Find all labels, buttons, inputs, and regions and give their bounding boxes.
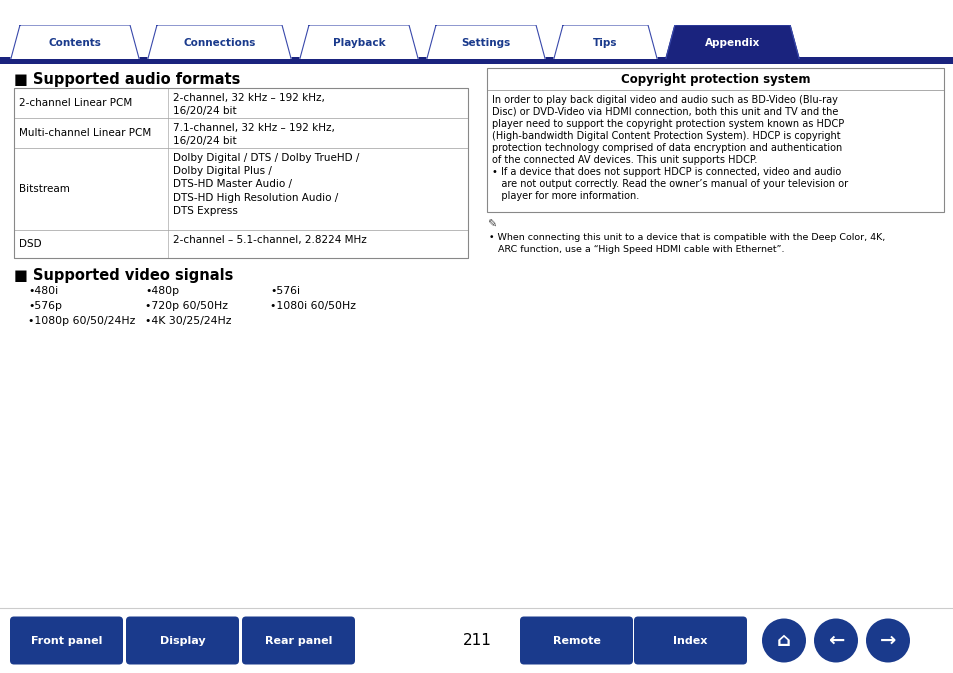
Text: Bitstream: Bitstream xyxy=(19,184,70,194)
Text: 2-channel Linear PCM: 2-channel Linear PCM xyxy=(19,98,132,108)
Text: Front panel: Front panel xyxy=(30,635,102,645)
Text: Connections: Connections xyxy=(183,38,255,48)
Text: •480p: •480p xyxy=(145,286,179,296)
Text: Dolby Digital / DTS / Dolby TrueHD /
Dolby Digital Plus /
DTS-HD Master Audio /
: Dolby Digital / DTS / Dolby TrueHD / Dol… xyxy=(172,153,359,216)
Text: •4K 30/25/24Hz: •4K 30/25/24Hz xyxy=(145,316,232,326)
Text: player for more information.: player for more information. xyxy=(492,191,639,201)
Bar xyxy=(14,88,468,118)
Text: Remote: Remote xyxy=(552,635,599,645)
Text: Disc) or DVD-Video via HDMI connection, both this unit and TV and the: Disc) or DVD-Video via HDMI connection, … xyxy=(492,107,838,117)
Bar xyxy=(14,118,468,148)
Text: •1080p 60/50/24Hz: •1080p 60/50/24Hz xyxy=(28,316,135,326)
FancyBboxPatch shape xyxy=(242,616,355,664)
Bar xyxy=(14,148,468,230)
Circle shape xyxy=(865,618,909,662)
Text: protection technology comprised of data encryption and authentication: protection technology comprised of data … xyxy=(492,143,841,153)
Text: of the connected AV devices. This unit supports HDCP.: of the connected AV devices. This unit s… xyxy=(492,155,757,165)
Text: Multi-channel Linear PCM: Multi-channel Linear PCM xyxy=(19,128,152,138)
Text: •576p: •576p xyxy=(28,301,62,311)
Text: Settings: Settings xyxy=(461,38,510,48)
Bar xyxy=(0,57,953,62)
Text: •1080i 60/50Hz: •1080i 60/50Hz xyxy=(270,301,355,311)
Text: 2-channel, 32 kHz – 192 kHz,
16/20/24 bit: 2-channel, 32 kHz – 192 kHz, 16/20/24 bi… xyxy=(172,93,325,116)
Polygon shape xyxy=(664,25,800,62)
FancyBboxPatch shape xyxy=(10,616,123,664)
Polygon shape xyxy=(10,25,140,62)
Text: ■ Supported audio formats: ■ Supported audio formats xyxy=(14,72,240,87)
Bar xyxy=(0,0,953,25)
Text: • If a device that does not support HDCP is connected, video and audio: • If a device that does not support HDCP… xyxy=(492,167,841,177)
Bar xyxy=(486,68,943,212)
Text: Display: Display xyxy=(159,635,205,645)
Text: Contents: Contents xyxy=(49,38,101,48)
Bar xyxy=(14,230,468,258)
Bar xyxy=(0,59,953,64)
FancyBboxPatch shape xyxy=(634,616,746,664)
Text: ⌂: ⌂ xyxy=(776,631,790,650)
Text: 2-channel – 5.1-channel, 2.8224 MHz: 2-channel – 5.1-channel, 2.8224 MHz xyxy=(172,235,366,245)
Text: •480i: •480i xyxy=(28,286,58,296)
Circle shape xyxy=(761,618,805,662)
Text: •720p 60/50Hz: •720p 60/50Hz xyxy=(145,301,228,311)
Text: In order to play back digital video and audio such as BD-Video (Blu-ray: In order to play back digital video and … xyxy=(492,95,837,105)
Text: •576i: •576i xyxy=(270,286,299,296)
Text: ←: ← xyxy=(827,631,843,650)
Polygon shape xyxy=(147,25,292,62)
Text: Rear panel: Rear panel xyxy=(265,635,332,645)
Text: 211: 211 xyxy=(462,633,491,648)
Text: 7.1-channel, 32 kHz – 192 kHz,
16/20/24 bit: 7.1-channel, 32 kHz – 192 kHz, 16/20/24 … xyxy=(172,123,335,146)
Polygon shape xyxy=(426,25,545,62)
Text: ARC function, use a “High Speed HDMI cable with Ethernet”.: ARC function, use a “High Speed HDMI cab… xyxy=(489,245,783,254)
Bar xyxy=(14,88,468,258)
Polygon shape xyxy=(553,25,658,62)
Text: player need to support the copyright protection system known as HDCP: player need to support the copyright pro… xyxy=(492,119,843,129)
Text: are not output correctly. Read the owner’s manual of your television or: are not output correctly. Read the owner… xyxy=(492,179,847,189)
Text: (High-bandwidth Digital Content Protection System). HDCP is copyright: (High-bandwidth Digital Content Protecti… xyxy=(492,131,840,141)
Text: Copyright protection system: Copyright protection system xyxy=(620,73,809,85)
Text: Playback: Playback xyxy=(333,38,385,48)
Text: DSD: DSD xyxy=(19,239,42,249)
Text: Tips: Tips xyxy=(593,38,618,48)
FancyBboxPatch shape xyxy=(519,616,633,664)
Text: ■ Supported video signals: ■ Supported video signals xyxy=(14,268,233,283)
Text: Appendix: Appendix xyxy=(704,38,760,48)
Text: • When connecting this unit to a device that is compatible with the Deep Color, : • When connecting this unit to a device … xyxy=(489,233,884,242)
Polygon shape xyxy=(298,25,418,62)
Text: →: → xyxy=(879,631,895,650)
Text: Index: Index xyxy=(673,635,707,645)
Circle shape xyxy=(813,618,857,662)
FancyBboxPatch shape xyxy=(126,616,239,664)
Text: ✎: ✎ xyxy=(486,220,496,230)
